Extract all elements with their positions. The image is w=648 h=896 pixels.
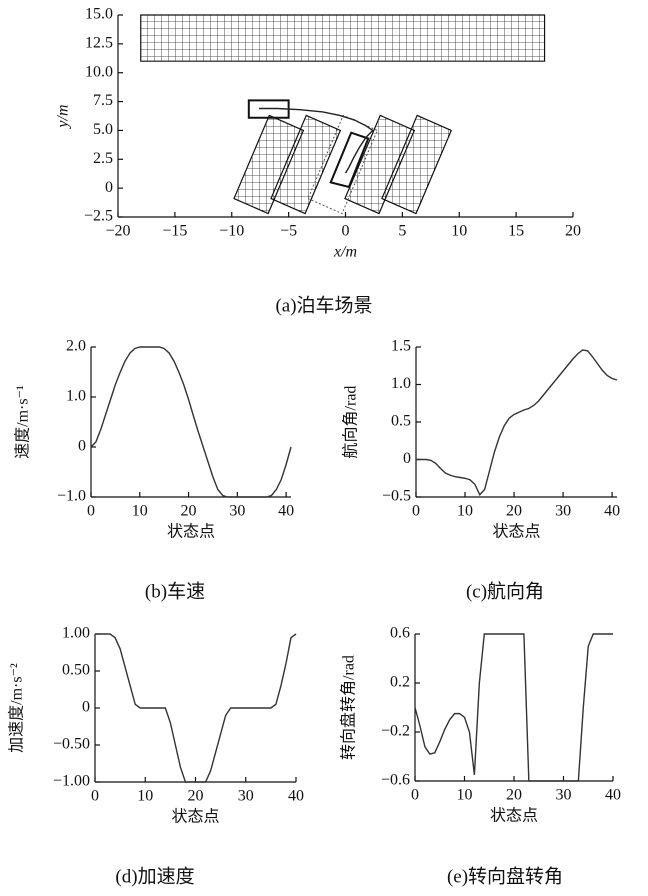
y-tick-label: 0 <box>82 699 90 716</box>
y-tick-label: 0 <box>403 450 411 467</box>
caption: (d)加速度 <box>115 865 194 887</box>
x-tick-label: 30 <box>238 788 254 805</box>
y-axis-label: y/m <box>55 104 72 129</box>
y-tick-label: 1.5 <box>391 338 411 355</box>
y-tick-label: −0.5 <box>382 488 411 505</box>
x-tick-label: 0 <box>411 787 419 804</box>
y-tick-label: −0.2 <box>381 723 410 740</box>
y-tick-label: 10.0 <box>85 63 113 80</box>
x-tick-label: 10 <box>137 788 153 805</box>
target-slot <box>307 114 379 215</box>
y-tick-label: 0 <box>105 179 113 196</box>
x-tick-label: 30 <box>556 787 572 804</box>
x-tick-label: 40 <box>288 788 304 805</box>
data-line <box>95 633 297 783</box>
x-tick-label: 10 <box>132 503 148 520</box>
x-tick-label: 40 <box>604 503 620 520</box>
caption: (b)车速 <box>145 580 205 602</box>
caption: (a)泊车场景 <box>275 294 372 316</box>
y-tick-label: −2.5 <box>84 208 113 225</box>
data-line <box>259 107 374 174</box>
y-tick-label: −1.0 <box>57 488 86 505</box>
x-tick-label: 0 <box>412 503 420 520</box>
y-axis-label: 转向盘转角/rad <box>339 655 358 760</box>
x-tick-label: 20 <box>506 503 522 520</box>
y-tick-label: 7.5 <box>93 92 113 109</box>
obstacle <box>270 114 342 215</box>
x-tick-label: 10 <box>457 787 473 804</box>
x-tick-label: 40 <box>278 503 294 520</box>
y-tick-label: 5.0 <box>93 121 113 138</box>
x-axis-label: 状态点 <box>167 523 215 541</box>
x-tick-label: 40 <box>605 787 621 804</box>
y-tick-label: 1.00 <box>62 625 90 642</box>
x-tick-label: 20 <box>506 787 522 804</box>
obstacle <box>381 114 453 215</box>
y-axis-label: 速度/m·s⁻¹ <box>14 385 32 459</box>
x-axis-label: x/m <box>333 244 357 261</box>
x-tick-label: 5 <box>398 223 406 240</box>
x-tick-label: 30 <box>555 503 571 520</box>
y-tick-label: 15.0 <box>85 6 113 23</box>
x-tick-label: 20 <box>565 223 581 240</box>
x-tick-label: 0 <box>342 223 350 240</box>
x-tick-label: 0 <box>87 503 95 520</box>
y-tick-label: −0.50 <box>53 736 90 753</box>
x-axis-label: 状态点 <box>171 808 219 826</box>
caption: (e)转向盘转角 <box>447 865 563 887</box>
y-tick-label: 1.0 <box>391 375 411 392</box>
y-tick-label: −0.6 <box>381 772 410 789</box>
y-tick-label: 12.5 <box>85 35 113 52</box>
x-tick-label: −20 <box>105 223 130 240</box>
data-line <box>416 349 618 496</box>
y-tick-label: 0.2 <box>390 674 410 691</box>
x-tick-label: 0 <box>91 788 99 805</box>
data-line <box>90 346 292 498</box>
x-tick-label: 20 <box>188 788 204 805</box>
y-axis-label: 航向角/rad <box>342 386 360 459</box>
y-axis-label: 加速度/m·s⁻² <box>8 663 26 753</box>
vehicle-end <box>329 131 370 189</box>
data-line <box>414 633 613 782</box>
x-tick-label: 20 <box>181 503 197 520</box>
x-tick-label: 10 <box>457 503 473 520</box>
vehicle-start <box>247 99 290 119</box>
y-tick-label: 0.5 <box>391 413 411 430</box>
x-axis-label: 状态点 <box>492 523 540 541</box>
x-tick-label: −5 <box>280 223 297 240</box>
y-tick-label: 0.50 <box>62 662 90 679</box>
y-tick-label: 0 <box>78 438 86 455</box>
x-tick-label: 30 <box>229 503 245 520</box>
x-tick-label: −15 <box>162 223 187 240</box>
caption: (c)航向角 <box>466 580 544 602</box>
x-tick-label: −10 <box>219 223 244 240</box>
y-tick-label: 2.5 <box>93 150 113 167</box>
x-tick-label: 15 <box>508 223 524 240</box>
x-tick-label: 10 <box>451 223 467 240</box>
obstacle <box>140 14 546 62</box>
y-tick-label: −1.00 <box>53 773 90 790</box>
y-tick-label: 1.0 <box>66 388 86 405</box>
y-tick-label: 0.6 <box>390 625 410 642</box>
x-axis-label: 状态点 <box>490 807 538 825</box>
y-tick-label: 2.0 <box>66 338 86 355</box>
